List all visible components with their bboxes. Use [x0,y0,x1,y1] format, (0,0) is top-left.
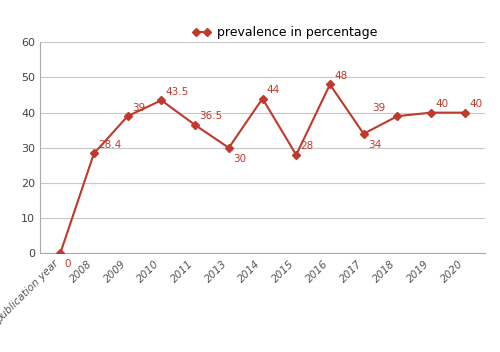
Text: 0: 0 [64,259,71,269]
prevalence in percentage [327,82,333,87]
Text: 28.4: 28.4 [98,140,122,150]
prevalence in percentage [428,111,434,115]
Text: 34: 34 [368,140,381,150]
Text: 43.5: 43.5 [166,87,189,97]
Line: prevalence in percentage: prevalence in percentage [58,82,468,256]
Legend: prevalence in percentage: prevalence in percentage [187,21,382,44]
Text: 39: 39 [132,102,145,113]
prevalence in percentage [462,111,468,115]
Text: 36.5: 36.5 [199,111,222,121]
Text: 30: 30 [233,154,246,164]
prevalence in percentage [360,132,366,136]
prevalence in percentage [226,146,232,150]
Text: 44: 44 [266,85,280,95]
prevalence in percentage [394,114,400,118]
prevalence in percentage [293,153,299,157]
Text: 28: 28 [300,141,314,151]
prevalence in percentage [158,98,164,102]
prevalence in percentage [91,151,97,156]
Text: 40: 40 [469,99,482,109]
prevalence in percentage [192,123,198,127]
Text: 48: 48 [334,71,347,81]
prevalence in percentage [124,114,130,118]
Text: 40: 40 [435,99,448,109]
prevalence in percentage [57,251,63,256]
prevalence in percentage [260,96,266,101]
Text: 39: 39 [372,102,386,113]
